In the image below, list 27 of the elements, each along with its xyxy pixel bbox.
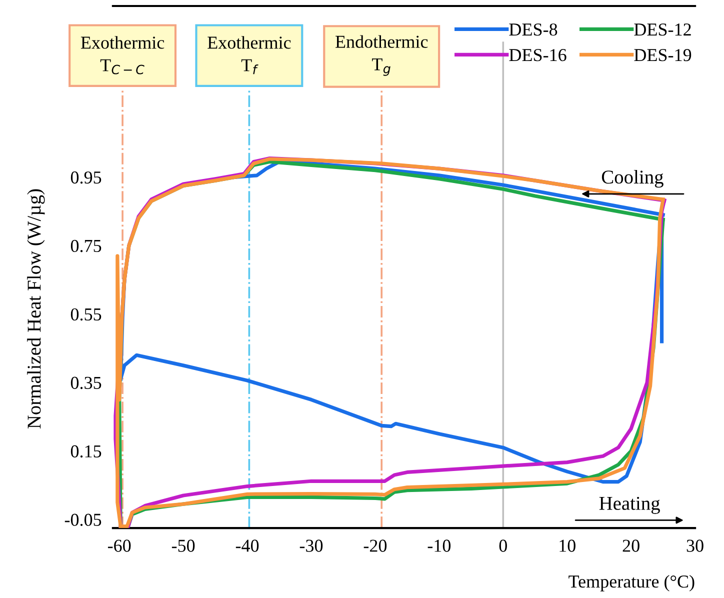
y-axis-title: Normalized Heat Flow (W/µg) <box>27 189 45 429</box>
ref-line-label: Exothermic T$_{C−C}$ <box>80 36 164 74</box>
legend-label: DES-8 <box>509 23 558 36</box>
legend-label: DES-16 <box>509 49 566 62</box>
x-tick-label: -50 <box>172 540 195 552</box>
x-tick-label: 20 <box>622 540 640 552</box>
y-tick-label: 0.55 <box>70 308 102 321</box>
legend-label: DES-12 <box>634 24 691 36</box>
x-tick-label: 30 <box>686 540 704 552</box>
x-tick-label: -20 <box>364 540 387 552</box>
y-tick-label: 0.15 <box>70 445 102 458</box>
x-axis-title: Temperature (°C) <box>568 574 694 592</box>
x-tick-label: -30 <box>300 540 323 552</box>
legend-label: DES-19 <box>634 49 692 62</box>
x-tick-label: -40 <box>236 540 259 552</box>
y-tick-label: -0.05 <box>64 514 102 526</box>
ref-line-label: Exothermic T$_{f}$ <box>208 36 291 74</box>
y-tick-label: 0.35 <box>70 376 102 390</box>
x-tick-label: 0 <box>499 540 507 552</box>
x-tick-label: 10 <box>560 540 576 552</box>
x-tick-label: -60 <box>108 540 131 552</box>
annotation: Heating <box>599 496 660 514</box>
ref-line-label: Endothermic T$_{g}$ <box>335 35 428 76</box>
y-tick-label: 0.75 <box>70 240 102 252</box>
x-tick-label: -10 <box>428 540 451 552</box>
annotation: Cooling <box>602 170 664 188</box>
y-tick-label: 0.95 <box>70 171 102 184</box>
